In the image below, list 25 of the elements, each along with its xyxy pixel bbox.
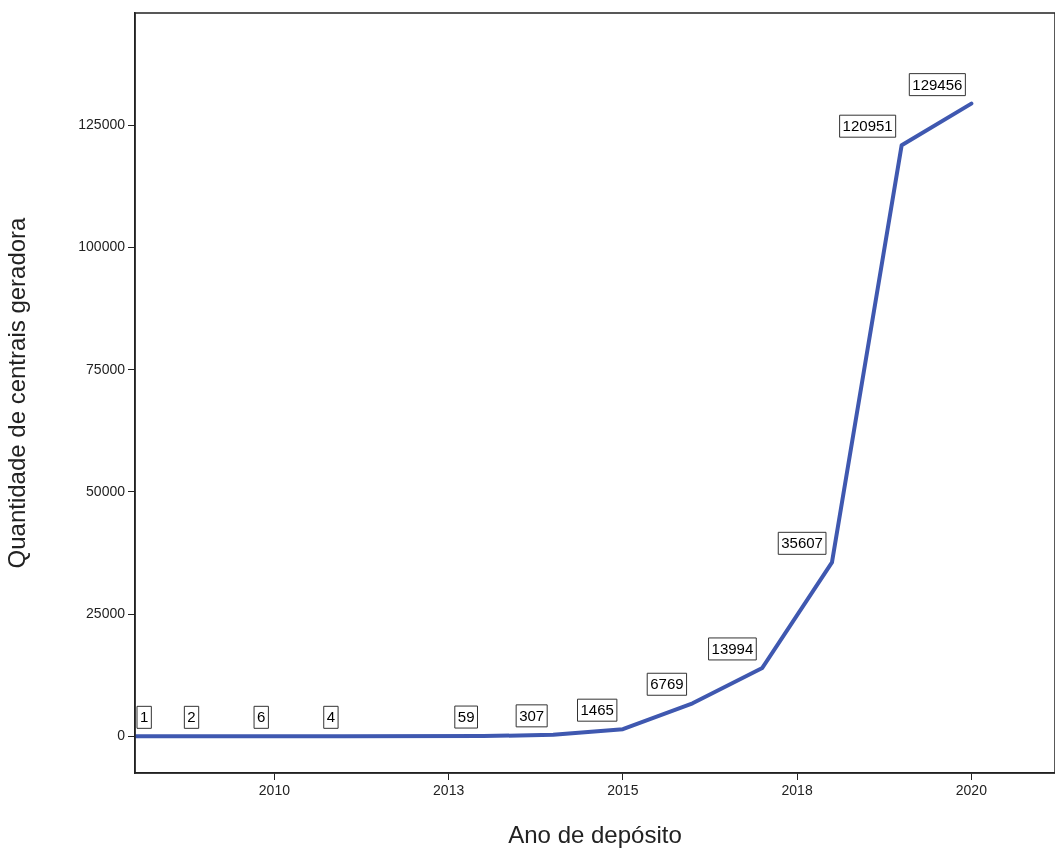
x-axis-title: Ano de depósito [508,821,682,849]
data-label: 13994 [711,640,754,658]
y-tick-label: 50000 [86,482,126,499]
y-tick-label: 75000 [86,360,126,377]
x-tick-label: 2018 [781,782,813,799]
data-label: 6769 [650,675,684,693]
data-label: 35607 [781,534,823,552]
data-label: 1465 [580,701,614,719]
y-tick-label: 125000 [78,116,126,133]
x-tick-label: 2020 [955,782,988,799]
x-tick-label: 2013 [433,782,465,799]
data-label: 1 [140,708,149,726]
y-axis-title: Quantidade de centrais geradora [3,216,31,569]
y-tick-label: 100000 [78,238,126,255]
y-tick-label: 0 [117,727,126,744]
x-tick-label: 2015 [607,782,639,799]
data-label: 4 [326,708,336,726]
data-label: 2 [187,708,196,726]
data-label: 307 [519,706,545,724]
y-tick-label: 25000 [86,605,126,622]
data-label: 120951 [842,117,893,135]
data-label: 129456 [912,75,963,93]
data-label: 6 [257,708,266,726]
data-label: 59 [457,708,475,726]
x-tick-label: 2010 [258,782,291,799]
